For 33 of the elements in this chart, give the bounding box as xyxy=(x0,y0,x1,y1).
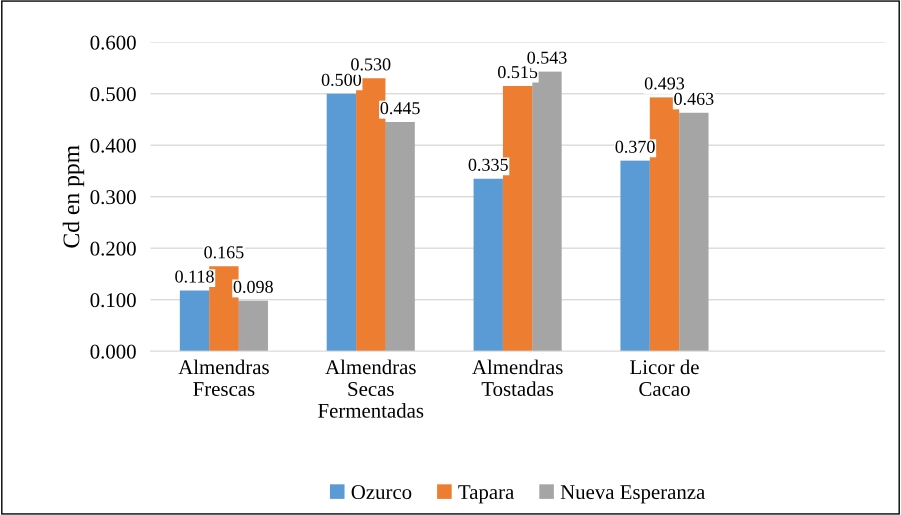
data-label: 0.445 xyxy=(380,102,420,114)
bar xyxy=(238,300,268,352)
y-tick-label: 0.300 xyxy=(90,190,136,204)
y-tick-label: 0.500 xyxy=(90,87,136,102)
legend-label: Tapara xyxy=(458,485,514,504)
x-tick-label: Almendras Frescas xyxy=(178,360,269,396)
y-tick-label: 0.100 xyxy=(90,293,136,308)
data-label: 0.335 xyxy=(468,158,508,171)
bar xyxy=(474,178,503,352)
bar xyxy=(385,122,415,352)
y-tick-label: 0.400 xyxy=(90,138,136,153)
data-label: 0.493 xyxy=(644,77,684,90)
data-label: 0.463 xyxy=(674,92,714,106)
bar xyxy=(326,94,356,352)
data-label: 0.165 xyxy=(204,246,244,258)
data-label: 0.500 xyxy=(322,74,362,86)
bar xyxy=(180,290,210,352)
data-label: 0.543 xyxy=(527,52,567,64)
x-tick-label: Licor de Cacao xyxy=(630,360,699,396)
bar xyxy=(620,160,650,352)
data-label: 0.118 xyxy=(175,270,214,283)
legend-label: Nueva Esperanza xyxy=(560,485,706,504)
data-label: 0.370 xyxy=(615,140,655,153)
y-tick-label: 0.000 xyxy=(90,344,136,359)
data-label: 0.530 xyxy=(351,58,390,71)
y-axis-title: Cd en ppm xyxy=(62,145,84,248)
x-tick-label: Almendras Tostadas xyxy=(472,360,563,396)
data-label: 0.098 xyxy=(234,280,273,294)
y-tick-label: 0.600 xyxy=(90,36,136,50)
bar xyxy=(679,112,709,352)
x-tick-label: Almendras Secas Fermentadas xyxy=(318,360,424,418)
legend-label: Ozurco xyxy=(352,485,412,500)
y-tick-label: 0.200 xyxy=(90,242,136,256)
